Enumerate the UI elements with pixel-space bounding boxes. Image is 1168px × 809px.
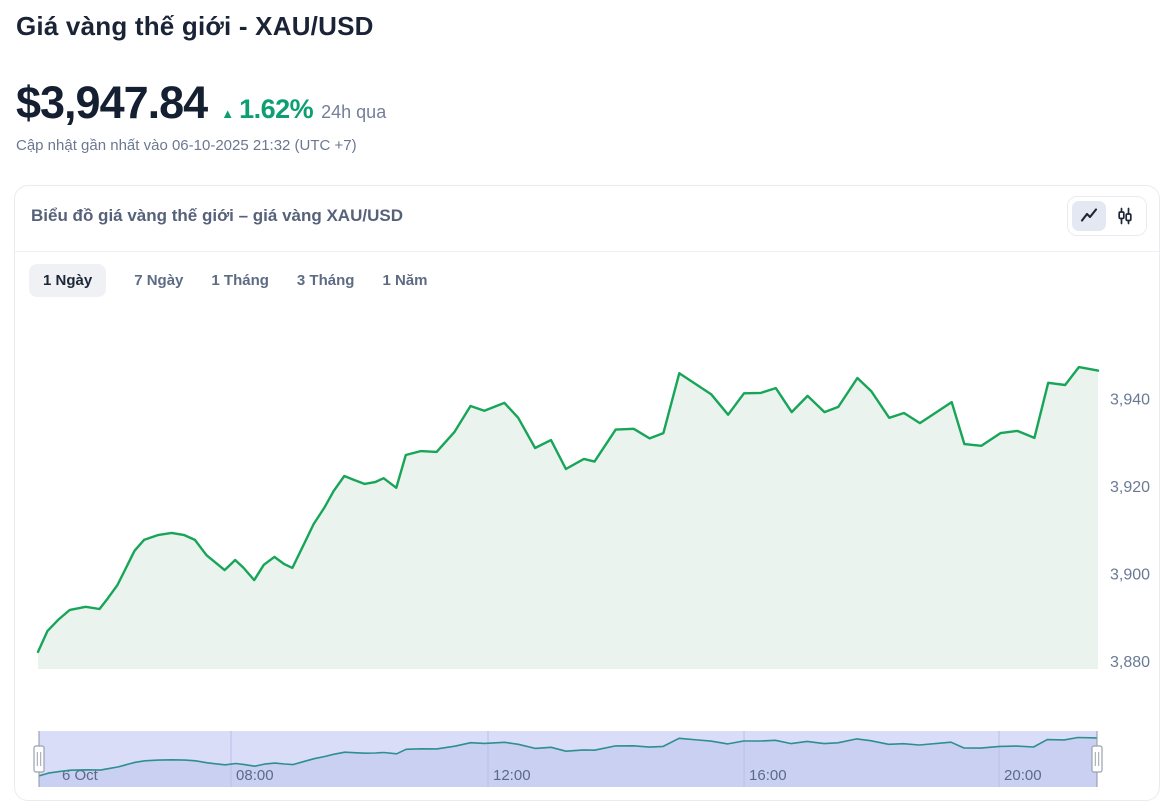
up-arrow-icon: ▲: [221, 106, 235, 121]
tab-7-ngay[interactable]: 7 Ngày: [134, 264, 183, 297]
price-chart[interactable]: 3,880 3,900 3,920 3,940 6 Oct 08:00 12:00 16:00…: [15, 298, 1161, 800]
price-row: $3,947.84 ▲ 1.62% 24h qua: [16, 80, 386, 125]
last-updated-text: Cập nhật gần nhất vào 06-10-2025 21:32 (…: [16, 137, 357, 154]
x-axis-label: 6 Oct: [62, 767, 99, 784]
change-period: 24h qua: [321, 102, 387, 122]
x-axis-label: 12:00: [493, 767, 531, 784]
y-axis-label: 3,880: [1110, 654, 1150, 671]
candlestick-chart-button[interactable]: [1108, 201, 1142, 231]
x-axis-label: 08:00: [236, 767, 274, 784]
y-axis-label: 3,900: [1110, 567, 1150, 584]
price-line: [36, 365, 1100, 654]
page-title: Giá vàng thế giới - XAU/USD: [16, 11, 374, 41]
navigator-line: [38, 736, 1098, 777]
price-area-fill: [38, 367, 1098, 669]
line-chart-button[interactable]: [1072, 201, 1106, 231]
x-axis-label: 20:00: [1004, 767, 1042, 784]
current-price: $3,947.84: [16, 77, 208, 128]
navigator-left-handle[interactable]: [33, 745, 45, 773]
chart-card: Biểu đồ giá vàng thế giới – giá vàng XAU…: [14, 185, 1160, 801]
y-axis-label: 3,920: [1110, 479, 1150, 496]
y-axis-label: 3,940: [1110, 392, 1150, 409]
x-axis-label: 16:00: [749, 767, 787, 784]
candlestick-icon: [1115, 206, 1135, 226]
range-tabs: 1 Ngày 7 Ngày 1 Tháng 3 Tháng 1 Năm: [29, 264, 427, 297]
card-divider: [15, 251, 1159, 252]
navigator-area-fill: [39, 737, 1097, 787]
tab-1-nam[interactable]: 1 Năm: [382, 264, 427, 297]
navigator-right-handle[interactable]: [1091, 745, 1103, 773]
line-chart-icon: [1079, 206, 1099, 226]
tab-3-thang[interactable]: 3 Tháng: [297, 264, 355, 297]
tab-1-ngay[interactable]: 1 Ngày: [29, 264, 107, 297]
chart-type-toggle: [1067, 196, 1147, 236]
chart-card-title: Biểu đồ giá vàng thế giới – giá vàng XAU…: [31, 206, 403, 225]
tab-1-thang[interactable]: 1 Tháng: [211, 264, 269, 297]
change-percent: 1.62%: [239, 94, 314, 124]
